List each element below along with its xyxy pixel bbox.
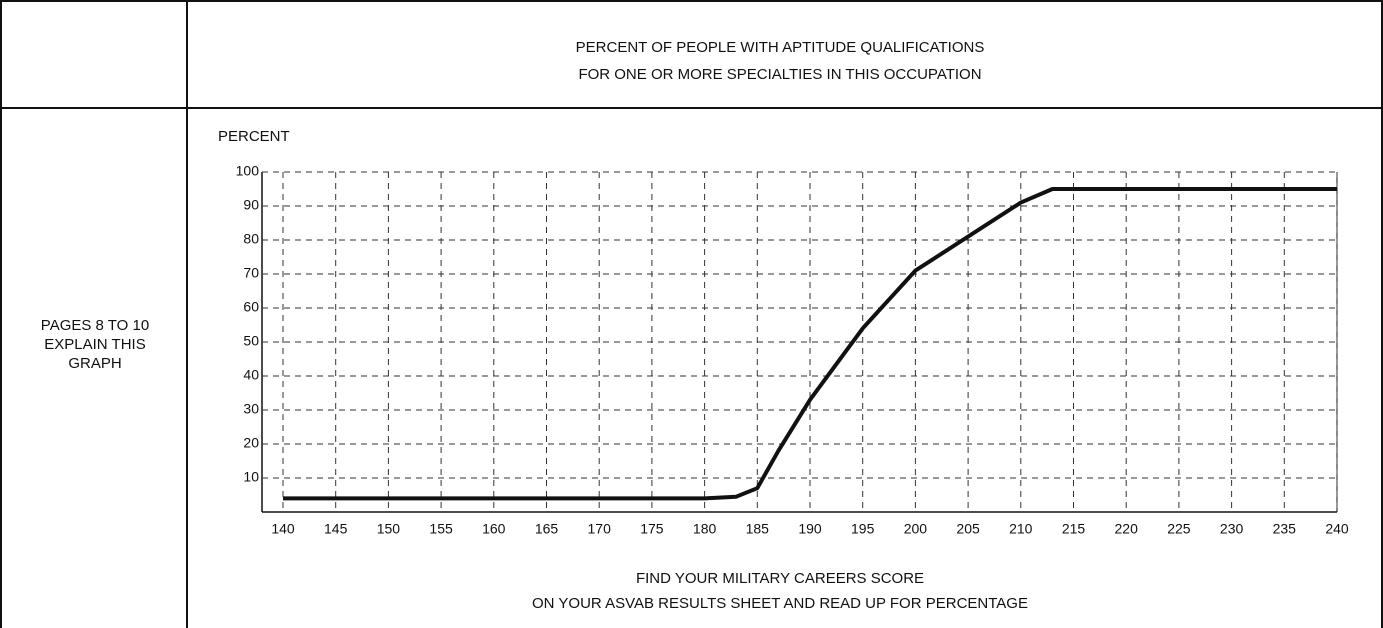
- x-tick-label: 200: [904, 521, 928, 537]
- y-tick-label: 40: [243, 367, 259, 383]
- chart-title: FOR ONE OR MORE SPECIALTIES IN THIS OCCU…: [578, 66, 981, 83]
- x-tick-label: 145: [324, 521, 348, 537]
- x-tick-label: 155: [429, 521, 453, 537]
- x-tick-label: 235: [1273, 521, 1297, 537]
- x-tick-label: 210: [1009, 521, 1033, 537]
- x-tick-label: 160: [482, 521, 506, 537]
- y-tick-label: 10: [243, 469, 259, 485]
- side-note: PAGES 8 TO 10: [41, 317, 149, 334]
- x-tick-label: 240: [1325, 521, 1349, 537]
- x-tick-label: 150: [377, 521, 401, 537]
- y-tick-label: 50: [243, 333, 259, 349]
- x-tick-label: 170: [588, 521, 612, 537]
- x-tick-label: 195: [851, 521, 875, 537]
- y-axis-label: PERCENT: [218, 128, 290, 145]
- side-note: GRAPH: [68, 355, 121, 372]
- x-tick-label: 230: [1220, 521, 1244, 537]
- y-tick-label: 70: [243, 265, 259, 281]
- x-axis-label: FIND YOUR MILITARY CAREERS SCORE: [636, 570, 924, 587]
- chart-title: PERCENT OF PEOPLE WITH APTITUDE QUALIFIC…: [576, 39, 985, 56]
- x-tick-label: 140: [271, 521, 295, 537]
- x-tick-label: 205: [956, 521, 980, 537]
- y-tick-label: 30: [243, 401, 259, 417]
- x-tick-label: 180: [693, 521, 717, 537]
- x-tick-label: 225: [1167, 521, 1191, 537]
- x-tick-label: 190: [798, 521, 822, 537]
- y-tick-label: 80: [243, 231, 259, 247]
- y-tick-label: 60: [243, 299, 259, 315]
- x-tick-label: 175: [640, 521, 664, 537]
- x-axis-label: ON YOUR ASVAB RESULTS SHEET AND READ UP …: [532, 595, 1028, 612]
- x-tick-label: 165: [535, 521, 559, 537]
- y-tick-label: 90: [243, 197, 259, 213]
- x-tick-label: 220: [1115, 521, 1139, 537]
- x-tick-label: 185: [746, 521, 770, 537]
- data-line: [283, 187, 1337, 501]
- y-tick-label: 20: [243, 435, 259, 451]
- x-tick-label: 215: [1062, 521, 1086, 537]
- side-note: EXPLAIN THIS: [44, 336, 145, 353]
- y-tick-label: 100: [236, 163, 260, 179]
